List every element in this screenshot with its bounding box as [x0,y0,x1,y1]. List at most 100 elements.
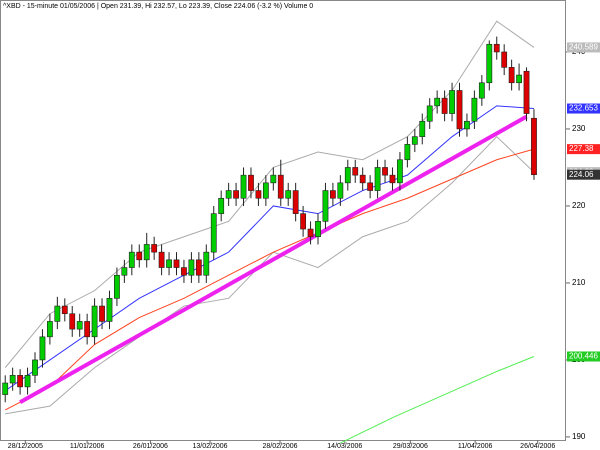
candle-body [359,174,366,184]
candle-body [255,190,262,199]
candle-body [329,190,336,199]
candle-body [240,174,247,199]
candle-body [382,167,388,176]
candle-body [181,267,187,276]
candle-body [337,182,344,199]
candle-body [456,90,463,130]
candle-body [166,259,172,268]
candle-body [24,375,31,388]
candle-body [285,190,292,199]
x-tick-label: 26/04/2006 [520,443,555,450]
candle-body [523,70,530,114]
candle-body [143,244,150,261]
candle-body [404,144,411,161]
last-value-box [567,169,600,180]
candle-body [32,359,38,376]
candle-body [54,305,61,322]
chart-title: ^XBD - 15-minute 01/05/2006 | Open 231.3… [3,3,313,10]
y-tick-label: 220 [572,201,586,210]
candle-body [69,313,76,330]
candle-body [151,244,158,253]
last-value-box [567,351,600,362]
candle-body [188,259,195,276]
candle-body [76,321,83,330]
candle-body [91,305,98,338]
candle-body [508,67,515,84]
candle-body [374,167,381,191]
candle-body [114,274,120,299]
candle-body [248,174,254,191]
candle-body [307,228,314,238]
candle-body [322,190,329,222]
candle-body [203,251,210,276]
last-value-label: 227.38 [569,144,594,153]
candle-body [501,51,508,68]
candle-body [434,97,441,107]
candle-body [218,197,225,214]
candle-body [233,190,239,199]
candle-body [195,259,202,276]
x-tick-label: 29/03/2006 [393,443,428,450]
candle-body [292,190,299,214]
candle-body [486,43,493,84]
x-tick-label: 28/02/2006 [262,443,297,450]
candle-body [277,174,284,199]
y-tick-label: 190 [572,432,586,441]
x-tick-label: 26/01/2006 [133,443,168,450]
last-value-label: 232.653 [569,104,598,113]
candle-body [367,182,374,191]
candle-body [2,382,9,395]
candle-body [449,90,455,114]
indicator-line [4,148,535,411]
x-tick-label: 14/03/2006 [327,443,362,450]
x-tick-label: 28/12/2005 [8,443,43,450]
last-value-label: 200.446 [569,352,598,361]
candle-body [262,182,269,199]
candle-body [121,267,128,276]
candle-body [478,82,485,99]
last-value-label: 240.589 [569,43,598,52]
candle-body [531,117,537,175]
candle-body [210,213,217,253]
indicator-line [340,356,535,444]
y-tick-label: 230 [572,124,586,133]
candle-body [344,167,351,184]
last-value-box [567,42,600,53]
last-value-box [567,103,600,114]
candle-body [136,251,143,261]
candle-body [46,321,53,338]
y-tick-label: 210 [572,278,586,287]
candle-body [389,174,396,184]
candle-body [17,375,24,388]
candle-body [464,120,470,130]
candle-body [419,120,426,137]
last-value-box [567,144,600,155]
candle-body [441,97,448,114]
candle-body [106,298,113,322]
candle-body [128,251,135,268]
candle-body [315,221,321,238]
x-tick-label: 11/04/2006 [458,443,493,450]
candle-body [352,167,359,176]
candle-body [99,305,105,322]
candle-body [61,305,68,315]
candle-body [9,375,16,384]
plot-area [0,0,566,441]
last-value-label: 224.06 [569,170,594,179]
candle-body [225,190,232,199]
candle-body [300,213,307,230]
x-tick-label: 11/01/2006 [70,443,105,450]
trendline [19,114,528,405]
candle-body [158,251,165,268]
candle-body [493,43,500,53]
candle-body [39,336,46,361]
candle-body [397,159,403,184]
x-tick-label: 13/02/2006 [192,443,227,450]
candle-body [516,74,522,84]
candle-body [84,321,91,338]
candle-body [270,174,277,184]
candle-body [426,105,433,122]
candle-body [173,259,180,268]
candle-body [411,136,418,145]
